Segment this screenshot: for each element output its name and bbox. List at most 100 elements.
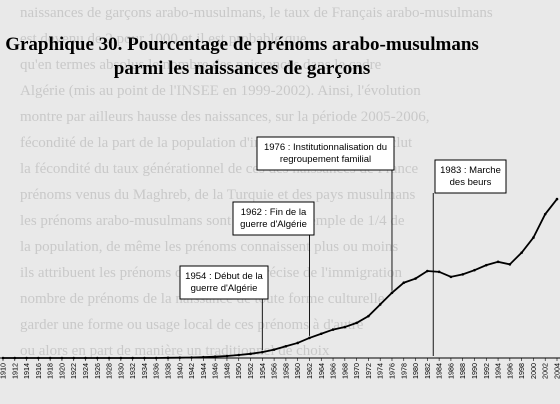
x-tick-label: 1932 <box>128 363 137 379</box>
x-tick-label: 1988 <box>458 363 467 379</box>
data-point <box>343 325 347 329</box>
x-tick-label: 1938 <box>164 363 173 379</box>
annotation-text: regroupement familial <box>280 154 371 165</box>
data-point <box>473 268 476 272</box>
x-tick-label: 1910 <box>0 363 8 379</box>
annotation-text: 1983 : Marche <box>440 165 501 176</box>
data-point <box>402 281 406 285</box>
x-tick-label: 1920 <box>57 363 66 379</box>
data-point <box>390 291 394 295</box>
data-point <box>48 356 52 360</box>
x-tick-label: 1942 <box>187 363 196 379</box>
background-text-line: la population, de même les prénoms conna… <box>20 239 399 255</box>
data-point <box>178 356 182 359</box>
background-text-line: est devenu de 2 pour 1000 et il est prob… <box>20 31 307 47</box>
background-text-line: garder une forme ou usage local de ces p… <box>20 317 364 333</box>
annotation-box <box>256 136 395 171</box>
data-point <box>284 344 288 348</box>
x-tick-label: 1990 <box>470 363 479 379</box>
annotation-box <box>434 159 507 194</box>
x-tick-label: 1948 <box>222 363 231 379</box>
data-point <box>331 328 335 331</box>
data-point <box>95 356 99 360</box>
data-point <box>543 212 547 216</box>
x-tick-label: 1962 <box>305 363 314 379</box>
data-point <box>555 197 559 201</box>
x-tick-label: 1912 <box>10 363 19 379</box>
annotation-box <box>179 265 269 300</box>
annotation-text: 1954 : Début de la <box>185 271 263 282</box>
data-point <box>414 277 417 280</box>
background-text-line: naissances de garçons arabo-musulmans, l… <box>20 5 493 21</box>
x-tick-label: 1998 <box>517 363 526 379</box>
annotation-text: guerre d'Algérie <box>191 283 258 294</box>
series-line <box>3 198 558 359</box>
data-point <box>84 356 87 360</box>
x-tick-label: 1914 <box>22 363 31 379</box>
annotation-text: 1962 : Fin de la <box>241 207 307 218</box>
x-tick-label: 1922 <box>69 363 78 379</box>
data-point <box>1 356 5 360</box>
background-text-line: montre par ailleurs hausse des naissance… <box>20 109 430 125</box>
data-point <box>426 269 429 273</box>
x-tick-label: 1972 <box>364 363 373 379</box>
data-point <box>60 356 64 360</box>
data-point <box>143 356 146 360</box>
data-point <box>484 263 488 267</box>
data-point <box>261 350 264 354</box>
x-tick-label: 1992 <box>482 363 491 379</box>
x-tick-label: 1982 <box>423 363 432 379</box>
x-tick-label: 1960 <box>293 363 302 379</box>
annotation-text: des beurs <box>450 177 492 188</box>
x-tick-label: 1944 <box>199 363 208 379</box>
x-tick-label: 2000 <box>529 363 538 379</box>
x-tick-label: 1954 <box>258 363 267 379</box>
data-point <box>166 356 170 360</box>
x-tick-label: 1946 <box>211 363 220 379</box>
data-point <box>437 270 441 274</box>
data-point <box>520 251 523 254</box>
x-tick-label: 1994 <box>494 363 503 379</box>
x-tick-label: 1974 <box>376 363 385 379</box>
data-point <box>249 352 252 356</box>
x-tick-label: 1958 <box>281 363 290 379</box>
data-point <box>37 356 40 360</box>
x-tick-label: 1936 <box>152 363 161 379</box>
x-tick-label: 1956 <box>270 363 279 379</box>
x-tick-label: 1986 <box>446 363 455 379</box>
x-tick-label: 1964 <box>317 363 326 379</box>
x-tick-label: 1918 <box>46 363 55 379</box>
x-tick-label: 1928 <box>105 363 114 379</box>
x-tick-label: 1940 <box>175 363 184 379</box>
x-tick-label: 1952 <box>246 363 255 379</box>
data-point <box>319 332 323 336</box>
x-tick-label: 1950 <box>234 363 243 379</box>
x-tick-label: 2004 <box>553 363 560 379</box>
x-tick-label: 1980 <box>411 363 420 379</box>
data-point <box>225 354 229 358</box>
data-point <box>237 353 241 357</box>
annotation-box <box>232 201 315 236</box>
chart-title: Graphique 30. Pourcentage de prénoms ara… <box>5 34 479 55</box>
background-text-line: nombre de prénoms de la naissance de tou… <box>20 291 385 307</box>
x-tick-label: 1970 <box>352 363 361 379</box>
data-point <box>449 275 453 279</box>
x-tick-label: 1916 <box>34 363 43 379</box>
data-point <box>496 260 500 264</box>
x-tick-label: 1934 <box>140 363 149 379</box>
x-tick-label: 1976 <box>387 363 396 379</box>
data-point <box>461 273 465 276</box>
data-point <box>25 356 28 360</box>
data-point <box>508 263 512 266</box>
x-tick-label: 1966 <box>329 363 338 379</box>
chart-subtitle: parmi les naissances de garçons <box>114 58 371 79</box>
data-point <box>119 356 123 360</box>
data-point <box>308 336 311 340</box>
background-text-line: ou alors en part de manière un tradition… <box>20 343 330 359</box>
data-point <box>131 356 134 360</box>
data-point <box>190 356 193 359</box>
annotation-text: 1976 : Institutionnalisation du <box>264 142 387 153</box>
data-point <box>296 341 299 345</box>
data-point <box>355 321 358 325</box>
background-text-line: qu'en termes absolus le nombre des naiss… <box>20 57 382 73</box>
